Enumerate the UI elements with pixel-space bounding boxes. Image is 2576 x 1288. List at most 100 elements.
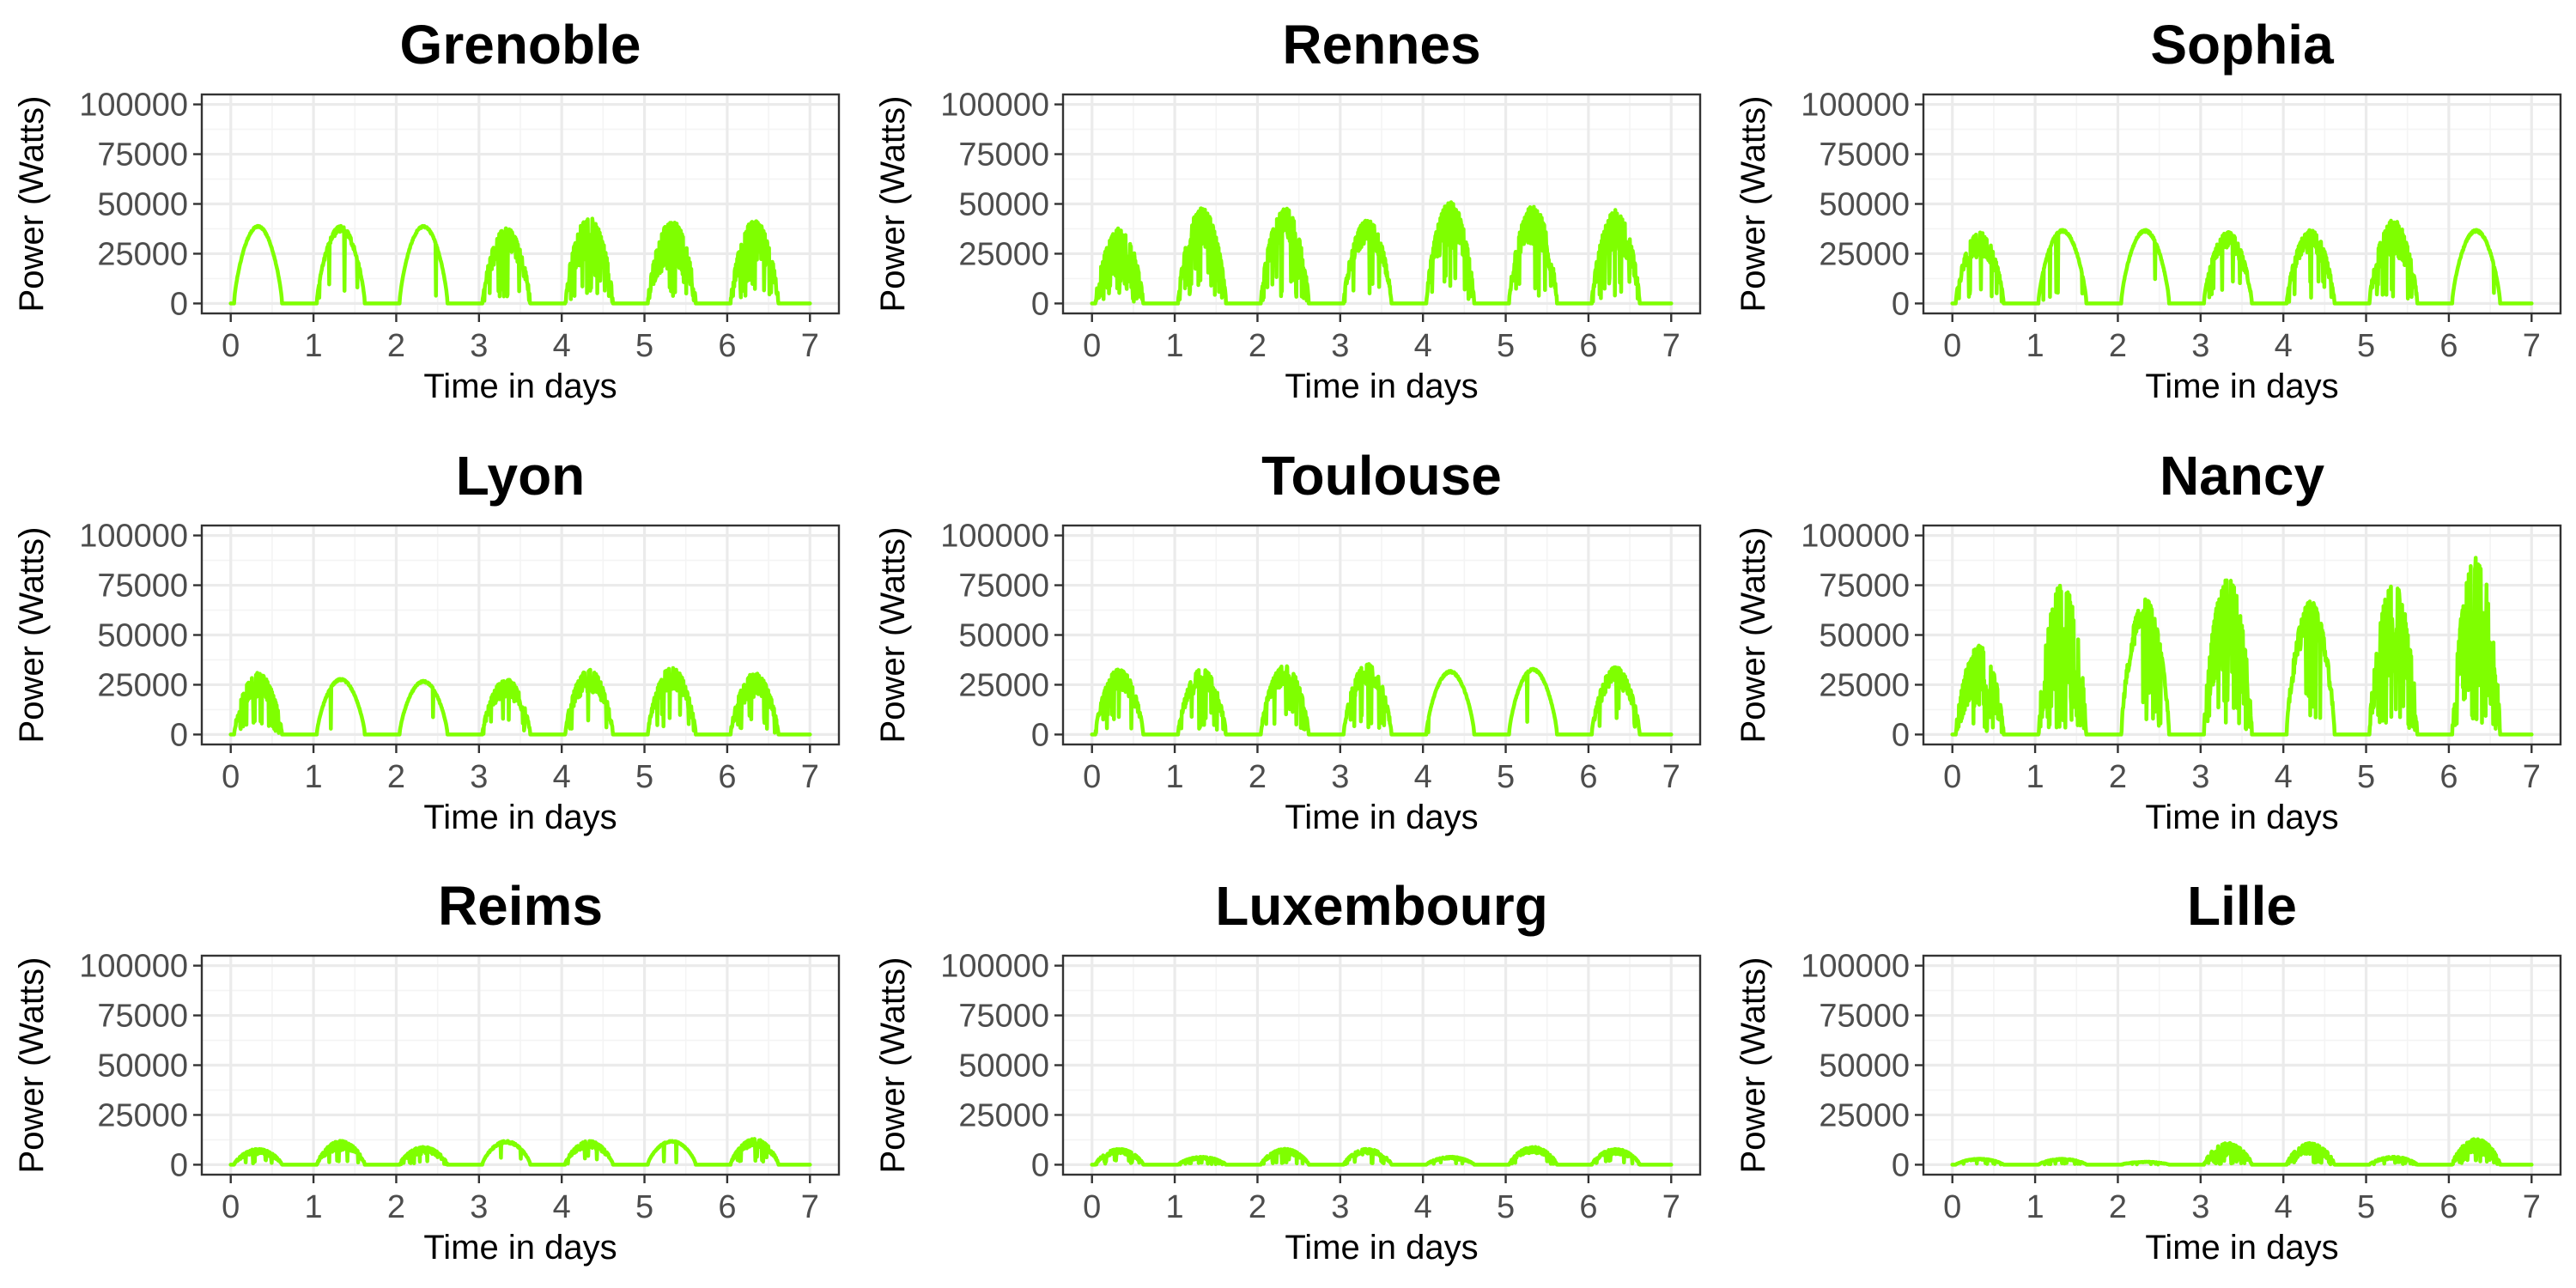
x-tick-label: 2 xyxy=(1249,328,1267,364)
x-tick-label: 0 xyxy=(1943,1189,1961,1225)
y-tick-label: 0 xyxy=(1031,717,1049,753)
x-tick-label: 3 xyxy=(470,328,488,364)
y-tick-label: 100000 xyxy=(79,949,188,985)
y-tick-label: 50000 xyxy=(97,618,188,654)
y-axis-label: Power (Watts) xyxy=(874,96,912,313)
x-tick-label: 5 xyxy=(635,1189,653,1225)
y-tick-label: 100000 xyxy=(1801,88,1910,124)
y-tick-label: 100000 xyxy=(940,949,1049,985)
y-axis-label: Power (Watts) xyxy=(874,957,912,1174)
y-tick-label: 50000 xyxy=(1819,618,1910,654)
panel-sophia: 0 1 2 3 4 5 6 7 0 25000 50000 75000 100000 Time in da… xyxy=(1735,14,2562,405)
y-tick-label: 50000 xyxy=(1819,1048,1910,1084)
y-tick-label: 25000 xyxy=(1819,1097,1910,1133)
panel-nancy: 0 1 2 3 4 5 6 7 0 25000 50000 75000 100000 Time in da… xyxy=(1735,445,2562,836)
x-tick-label: 5 xyxy=(2357,1189,2375,1225)
x-tick-label: 6 xyxy=(2439,1189,2458,1225)
y-tick-label: 100000 xyxy=(940,519,1049,555)
y-tick-label: 0 xyxy=(1892,286,1910,322)
y-axis-label: Power (Watts) xyxy=(874,527,912,744)
x-tick-label: 1 xyxy=(1166,759,1184,795)
x-tick-label: 0 xyxy=(1083,759,1101,795)
x-tick-label: 7 xyxy=(801,759,819,795)
x-axis-label: Time in days xyxy=(1285,368,1478,405)
x-tick-label: 4 xyxy=(1414,1189,1432,1225)
y-tick-label: 50000 xyxy=(958,1048,1049,1084)
x-tick-label: 2 xyxy=(387,1189,405,1225)
power-series-line xyxy=(1090,200,1674,306)
x-tick-label: 6 xyxy=(2439,759,2458,795)
x-tick-label: 5 xyxy=(1497,759,1515,795)
y-tick-label: 25000 xyxy=(958,667,1049,703)
y-tick-label: 25000 xyxy=(1819,236,1910,272)
y-tick-label: 25000 xyxy=(97,667,188,703)
panel-lyon: 0 1 2 3 4 5 6 7 0 25000 50000 75000 100000 Time in da… xyxy=(13,445,841,836)
y-tick-label: 0 xyxy=(1031,1147,1049,1183)
x-tick-label: 6 xyxy=(1579,1189,1597,1225)
y-tick-label: 75000 xyxy=(1819,568,1910,605)
panel-title: Luxembourg xyxy=(1215,875,1548,937)
x-tick-label: 7 xyxy=(2523,328,2541,364)
x-tick-label: 0 xyxy=(1943,759,1961,795)
panel-title: Sophia xyxy=(2150,14,2334,76)
x-tick-label: 7 xyxy=(1662,759,1680,795)
y-tick-label: 50000 xyxy=(958,618,1049,654)
panel-grenoble: 0 1 2 3 4 5 6 7 0 25000 50000 75000 100000 Time in da… xyxy=(13,14,841,405)
x-tick-label: 6 xyxy=(1579,759,1597,795)
y-tick-label: 0 xyxy=(170,717,188,753)
x-tick-label: 4 xyxy=(1414,759,1432,795)
power-series-line xyxy=(1950,1137,2534,1167)
x-tick-label: 1 xyxy=(1166,328,1184,364)
x-tick-label: 6 xyxy=(718,1189,736,1225)
y-tick-label: 25000 xyxy=(958,1097,1049,1133)
x-tick-label: 5 xyxy=(2357,759,2375,795)
x-tick-label: 3 xyxy=(1331,1189,1349,1225)
x-tick-label: 3 xyxy=(2191,1189,2209,1225)
x-tick-label: 2 xyxy=(2109,328,2127,364)
x-tick-label: 5 xyxy=(1497,1189,1515,1225)
y-tick-label: 25000 xyxy=(958,236,1049,272)
x-tick-label: 3 xyxy=(470,759,488,795)
y-tick-label: 50000 xyxy=(97,187,188,223)
y-tick-label: 50000 xyxy=(1819,187,1910,223)
x-tick-label: 1 xyxy=(305,328,323,364)
x-tick-label: 1 xyxy=(305,759,323,795)
y-tick-label: 75000 xyxy=(1819,137,1910,173)
x-tick-label: 7 xyxy=(2523,759,2541,795)
x-axis-label: Time in days xyxy=(423,1229,617,1267)
panel-title: Reims xyxy=(438,875,603,937)
panel-title: Nancy xyxy=(2160,445,2325,507)
y-axis-label: Power (Watts) xyxy=(1735,957,1772,1174)
y-tick-label: 100000 xyxy=(1801,519,1910,555)
panel-title: Toulouse xyxy=(1261,445,1502,507)
x-tick-label: 3 xyxy=(470,1189,488,1225)
y-tick-label: 75000 xyxy=(1819,999,1910,1035)
panel-reims: 0 1 2 3 4 5 6 7 0 25000 50000 75000 100000 Time in da… xyxy=(13,875,841,1267)
y-axis-label: Power (Watts) xyxy=(13,527,51,744)
y-tick-label: 75000 xyxy=(958,568,1049,605)
x-tick-label: 4 xyxy=(553,328,571,364)
x-axis-label: Time in days xyxy=(2145,799,2338,836)
x-tick-label: 6 xyxy=(1579,328,1597,364)
x-tick-label: 7 xyxy=(801,328,819,364)
x-tick-label: 5 xyxy=(2357,328,2375,364)
power-series-line xyxy=(228,1137,812,1167)
y-tick-label: 25000 xyxy=(97,1097,188,1133)
x-tick-label: 0 xyxy=(1943,328,1961,364)
x-tick-label: 0 xyxy=(222,1189,240,1225)
y-tick-label: 75000 xyxy=(97,137,188,173)
x-tick-label: 3 xyxy=(2191,759,2209,795)
y-tick-label: 0 xyxy=(1031,286,1049,322)
x-tick-label: 7 xyxy=(1662,1189,1680,1225)
y-axis-label: Power (Watts) xyxy=(13,957,51,1174)
x-tick-label: 3 xyxy=(2191,328,2209,364)
x-tick-label: 6 xyxy=(718,759,736,795)
panel-title: Lyon xyxy=(456,445,586,507)
panel-lille: 0 1 2 3 4 5 6 7 0 25000 50000 75000 100000 Time in da… xyxy=(1735,875,2562,1267)
x-tick-label: 0 xyxy=(1083,328,1101,364)
y-tick-label: 75000 xyxy=(97,568,188,605)
y-axis-label: Power (Watts) xyxy=(13,96,51,313)
x-axis-label: Time in days xyxy=(2145,368,2338,405)
x-tick-label: 4 xyxy=(2275,1189,2293,1225)
